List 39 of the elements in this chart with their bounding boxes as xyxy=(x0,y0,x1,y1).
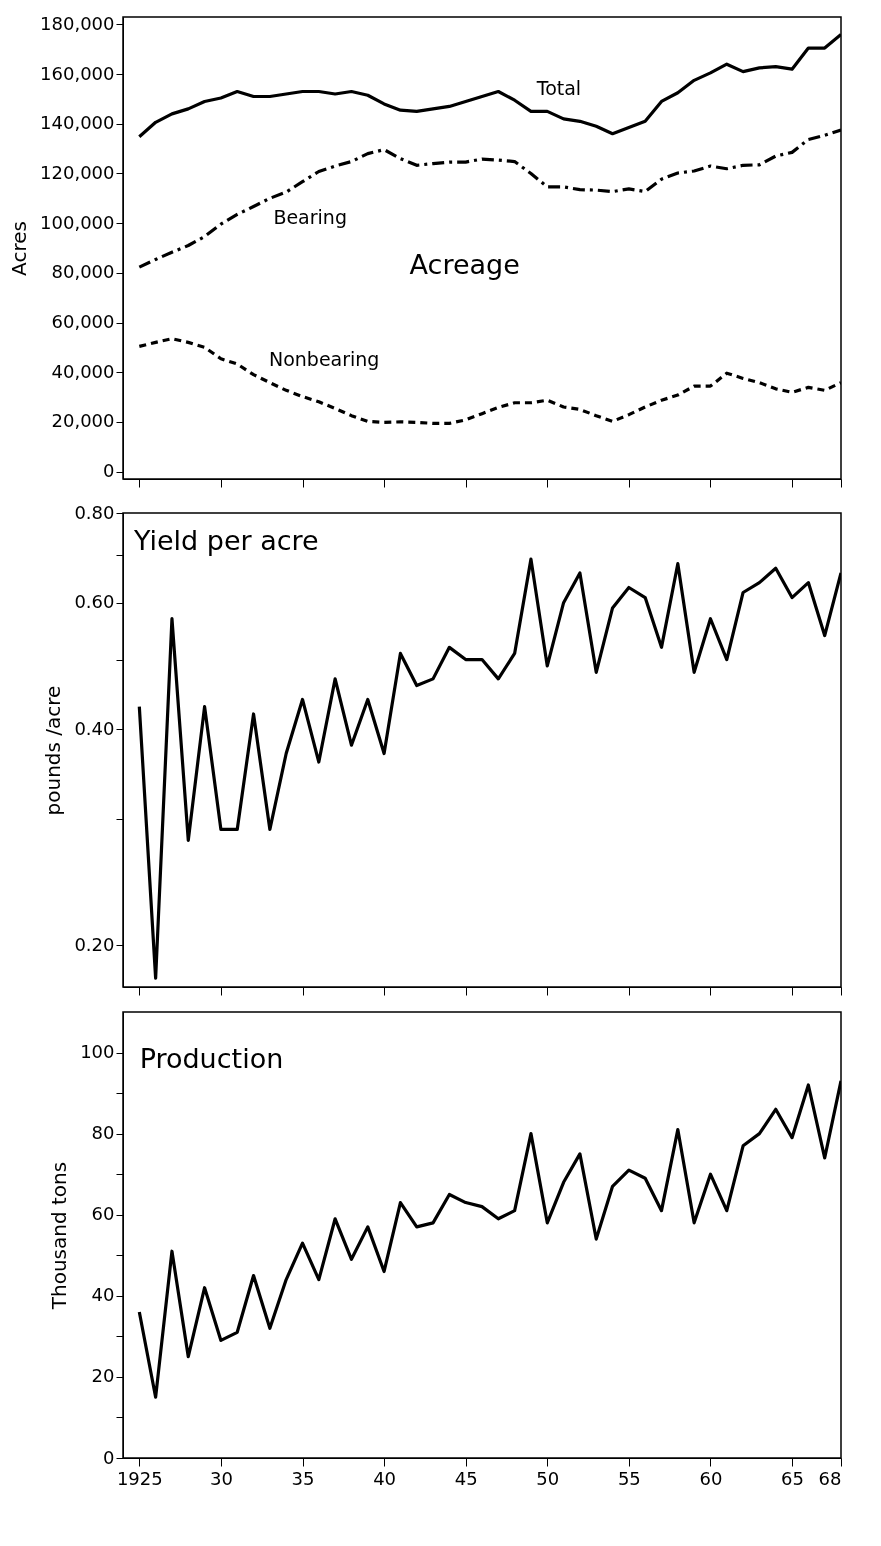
series-label: Bearing xyxy=(273,206,347,229)
chart-title: Yield per acre xyxy=(132,525,319,556)
x-tick-label: 55 xyxy=(617,1467,641,1489)
series-label: Nonbearing xyxy=(268,348,380,371)
y-tick-label: 120,000 xyxy=(40,161,115,183)
y-tick-label: 40,000 xyxy=(51,360,115,382)
y-tick-label: 40 xyxy=(91,1284,115,1306)
x-tick-label: 68 xyxy=(818,1467,842,1489)
y-tick-label: 0.60 xyxy=(74,591,115,613)
y-tick-label: 0.40 xyxy=(74,717,115,739)
y-axis-title: Thousand tons xyxy=(47,1161,72,1311)
x-tick-label: 30 xyxy=(209,1467,233,1489)
y-tick-label: 80 xyxy=(91,1122,115,1144)
y-tick-label: 80,000 xyxy=(51,261,115,283)
y-tick-label: 60 xyxy=(91,1203,115,1225)
x-tick-label: 1925 xyxy=(116,1467,163,1489)
y-tick-label: 0 xyxy=(103,460,115,482)
y-tick-label: 160,000 xyxy=(40,62,115,84)
y-tick-label: 100,000 xyxy=(40,211,115,233)
y-tick-label: 20,000 xyxy=(51,410,115,432)
x-tick-label: 60 xyxy=(699,1467,723,1489)
y-tick-label: 0.20 xyxy=(74,933,115,955)
x-tick-label: 35 xyxy=(291,1467,315,1489)
y-tick-label: 180,000 xyxy=(40,12,115,34)
x-tick-label: 40 xyxy=(373,1467,397,1489)
series-label: Total xyxy=(535,77,582,100)
y-axis-title: Acres xyxy=(7,221,32,276)
y-tick-label: 140,000 xyxy=(40,112,115,134)
y-axis-title: pounds /acre xyxy=(41,685,66,816)
y-tick-label: 60,000 xyxy=(51,311,115,333)
x-tick-label: 45 xyxy=(454,1467,478,1489)
y-tick-label: 0 xyxy=(103,1446,115,1468)
y-tick-label: 20 xyxy=(91,1365,115,1387)
y-tick-label: 100 xyxy=(80,1041,115,1063)
y-tick-label: 0.80 xyxy=(74,501,115,523)
x-tick-label: 65 xyxy=(781,1467,804,1489)
x-tick-label: 50 xyxy=(536,1467,560,1489)
text: Production xyxy=(139,1043,284,1074)
text: Acreage xyxy=(409,249,520,281)
